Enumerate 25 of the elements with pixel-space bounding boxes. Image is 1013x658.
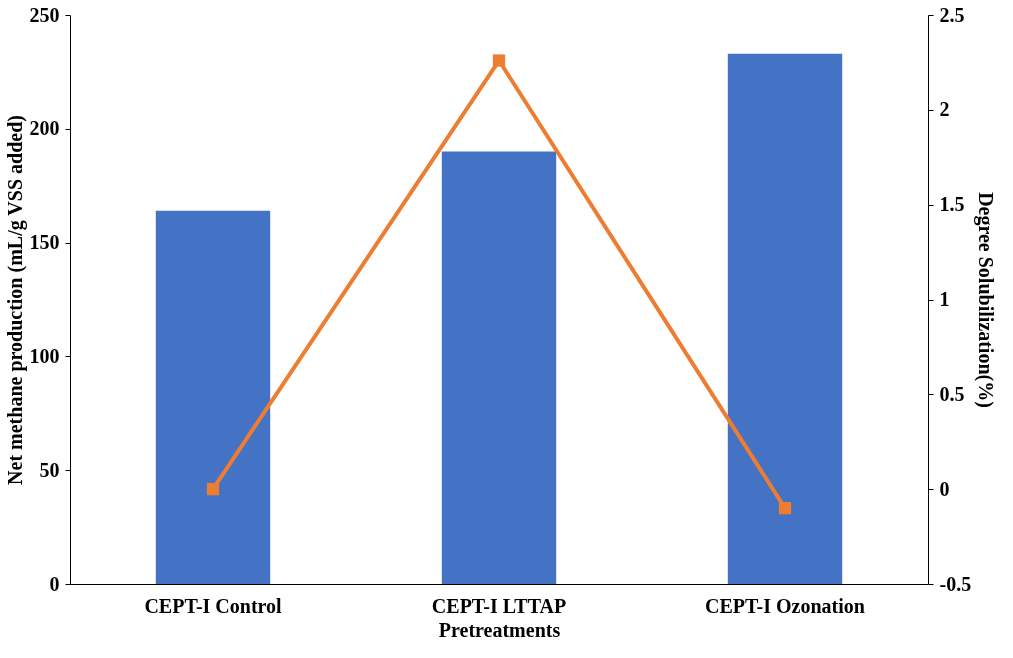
bar xyxy=(155,210,271,584)
y-tick-label: 50 xyxy=(39,458,60,481)
bar xyxy=(441,151,557,584)
y2-tick-label: 0.5 xyxy=(939,382,965,405)
y-tick-label: 250 xyxy=(29,3,60,26)
y2-tick-label: 2.5 xyxy=(939,3,965,26)
y2-tick-label: -0.5 xyxy=(939,572,972,595)
x-tick-label: CEPT-I LTTAP xyxy=(431,594,567,617)
y2-tick-label: 1 xyxy=(939,288,950,310)
point xyxy=(778,502,792,515)
y-tick-label: 150 xyxy=(29,231,60,254)
y-tick-label: 200 xyxy=(29,117,60,140)
y-tick-label: 0 xyxy=(49,572,60,595)
y-axis-title: Net methane production (mL/g VSS added) xyxy=(3,115,27,485)
point xyxy=(492,54,506,67)
x-tick-label: CEPT-I Control xyxy=(144,594,283,617)
y2-tick-label: 0 xyxy=(939,477,950,500)
bar xyxy=(727,53,843,584)
y2-axis-title: Degree Solubilization(%) xyxy=(974,192,998,408)
y2-tick-label: 2 xyxy=(939,98,950,121)
x-tick-label: CEPT-I Ozonation xyxy=(705,594,865,617)
point xyxy=(206,483,220,496)
y2-tick-label: 1.5 xyxy=(939,193,965,216)
y-tick-label: 100 xyxy=(29,344,60,367)
x-axis-title: Pretreatments xyxy=(438,618,561,641)
